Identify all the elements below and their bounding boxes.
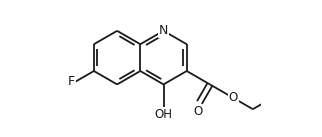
Text: OH: OH	[155, 108, 173, 121]
Text: N: N	[159, 24, 168, 37]
Text: O: O	[193, 105, 203, 118]
Text: F: F	[68, 75, 75, 89]
Text: O: O	[229, 91, 238, 104]
